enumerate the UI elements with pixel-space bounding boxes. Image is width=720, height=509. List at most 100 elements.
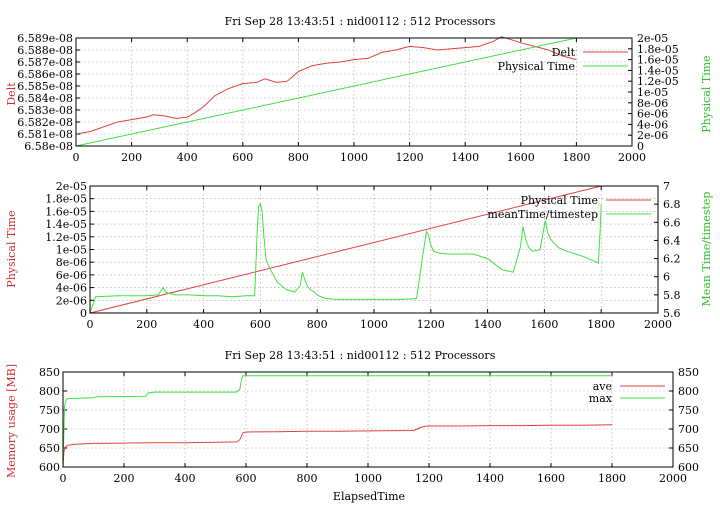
x-tick-label: 1600 — [507, 151, 535, 164]
y2-tick-label: 850 — [678, 366, 699, 379]
x-tick-label: 600 — [250, 318, 271, 331]
x-tick-label: 1200 — [415, 472, 443, 485]
y-tick-label: 700 — [39, 423, 60, 436]
y2-tick-label: 1e-05 — [637, 86, 668, 99]
y2-tick-label: 600 — [678, 461, 699, 474]
y-tick-label: 2e-05 — [56, 180, 87, 193]
y2-tick-label: 650 — [678, 442, 699, 455]
y-tick-label: 6.584e-08 — [17, 92, 73, 105]
chart-2-ylabel: Physical Time — [5, 210, 18, 287]
series-line-delt — [75, 36, 577, 135]
y2-tick-label: 5.8 — [663, 289, 681, 302]
x-tick-label: 1000 — [360, 318, 388, 331]
y2-tick-label: 7 — [663, 180, 670, 193]
chart-3-xlabel: ElapsedTime — [333, 490, 405, 503]
y2-tick-label: 6.8 — [663, 198, 681, 211]
y2-tick-label: 6.4 — [663, 234, 681, 247]
legend-label: ave — [593, 380, 612, 393]
x-tick-label: 1600 — [537, 472, 565, 485]
x-tick-label: 400 — [177, 151, 198, 164]
y2-tick-label: 750 — [678, 404, 699, 417]
series-line-physical-time — [89, 185, 602, 314]
legend-label: max — [589, 392, 613, 405]
y-tick-label: 6.587e-08 — [17, 56, 73, 69]
y-tick-label: 650 — [39, 442, 60, 455]
x-tick-label: 800 — [297, 472, 318, 485]
chart-3-title: Fri Sep 28 13:43:51 : nid00112 : 512 Pro… — [225, 349, 496, 362]
x-tick-label: 1000 — [340, 151, 368, 164]
y-tick-label: 1.2e-05 — [45, 231, 87, 244]
x-tick-label: 1800 — [598, 472, 626, 485]
y-tick-label: 6.58e-08 — [24, 140, 73, 153]
y-tick-label: 1.4e-05 — [45, 218, 87, 231]
y-tick-label: 6e-06 — [56, 269, 87, 282]
plot-frame — [75, 37, 633, 147]
y-tick-label: 6.582e-08 — [17, 116, 73, 129]
y2-tick-label: 1.4e-05 — [637, 64, 679, 77]
y2-tick-label: 5.6 — [663, 307, 681, 320]
chart-3: 0 200 400 600 800 1000 1200 1400 1600 1800 2000600… — [39, 366, 699, 485]
series-line-ave — [62, 424, 613, 468]
x-tick-label: 400 — [175, 472, 196, 485]
x-tick-label: 0 — [73, 151, 80, 164]
plot-frame — [89, 185, 659, 314]
x-tick-label: 600 — [236, 472, 257, 485]
y2-tick-label: 6e-06 — [637, 108, 668, 121]
legend-label: Physical Time — [498, 60, 575, 73]
x-tick-label: 1800 — [587, 318, 615, 331]
y-tick-label: 8e-06 — [56, 256, 87, 269]
y2-tick-label: 700 — [678, 423, 699, 436]
chart-1-y2label: Physical Time — [700, 55, 713, 132]
chart-2: 0 200 400 600 800 1000 1200 1400 1600 1800 200002e… — [45, 180, 680, 331]
y2-tick-label: 2e-05 — [637, 32, 668, 45]
x-tick-label: 200 — [114, 472, 135, 485]
y-tick-label: 6.589e-08 — [17, 32, 73, 45]
legend-label: Physical Time — [521, 194, 598, 207]
x-tick-label: 1400 — [451, 151, 479, 164]
y-tick-label: 600 — [39, 461, 60, 474]
y2-tick-label: 800 — [678, 385, 699, 398]
x-tick-label: 2000 — [659, 472, 687, 485]
y-tick-label: 0 — [80, 307, 87, 320]
y-tick-label: 850 — [39, 366, 60, 379]
x-tick-label: 1400 — [474, 318, 502, 331]
x-tick-label: 800 — [307, 318, 328, 331]
chart-2-y2label: Mean Time/timestep — [700, 192, 713, 307]
x-tick-label: 1600 — [530, 318, 558, 331]
y-tick-label: 2e-06 — [56, 294, 87, 307]
series-line-meantime-timestep — [89, 203, 602, 314]
series-line-physical-time — [75, 37, 577, 147]
y-tick-label: 6.585e-08 — [17, 80, 73, 93]
x-tick-label: 1000 — [354, 472, 382, 485]
x-tick-label: 1200 — [396, 151, 424, 164]
y2-tick-label: 0 — [637, 140, 644, 153]
chart-3-ylabel: Memory usage [MB] — [5, 364, 18, 478]
chart-1: 0 200 400 600 800 1000 1200 1400 1600 1800 2000 6.5… — [17, 32, 678, 164]
x-tick-label: 400 — [193, 318, 214, 331]
legend-label: Delt — [552, 46, 576, 59]
y-tick-label: 1.6e-05 — [45, 205, 87, 218]
y2-tick-label: 1.6e-05 — [637, 54, 679, 67]
y-tick-label: 6.586e-08 — [17, 68, 73, 81]
x-tick-label: 200 — [136, 318, 157, 331]
x-tick-label: 200 — [121, 151, 142, 164]
x-tick-label: 1200 — [417, 318, 445, 331]
y-tick-label: 1e-05 — [56, 244, 87, 257]
y-tick-label: 6.588e-08 — [17, 44, 73, 57]
x-tick-label: 600 — [232, 151, 253, 164]
y2-tick-label: 6 — [663, 271, 670, 284]
y-tick-label: 800 — [39, 385, 60, 398]
y2-tick-label: 1.8e-05 — [637, 43, 679, 56]
y-tick-label: 6.583e-08 — [17, 104, 73, 117]
y-tick-label: 4e-06 — [56, 282, 87, 295]
y-tick-label: 1.8e-05 — [45, 193, 87, 206]
series-line-max — [62, 375, 612, 468]
x-tick-label: 1400 — [476, 472, 504, 485]
y-tick-label: 750 — [39, 404, 60, 417]
y2-tick-label: 6.6 — [663, 216, 681, 229]
x-tick-label: 2000 — [644, 318, 672, 331]
chart-1-title: Fri Sep 28 13:43:51 : nid00112 : 512 Pro… — [225, 15, 496, 28]
y-tick-label: 6.581e-08 — [17, 128, 73, 141]
